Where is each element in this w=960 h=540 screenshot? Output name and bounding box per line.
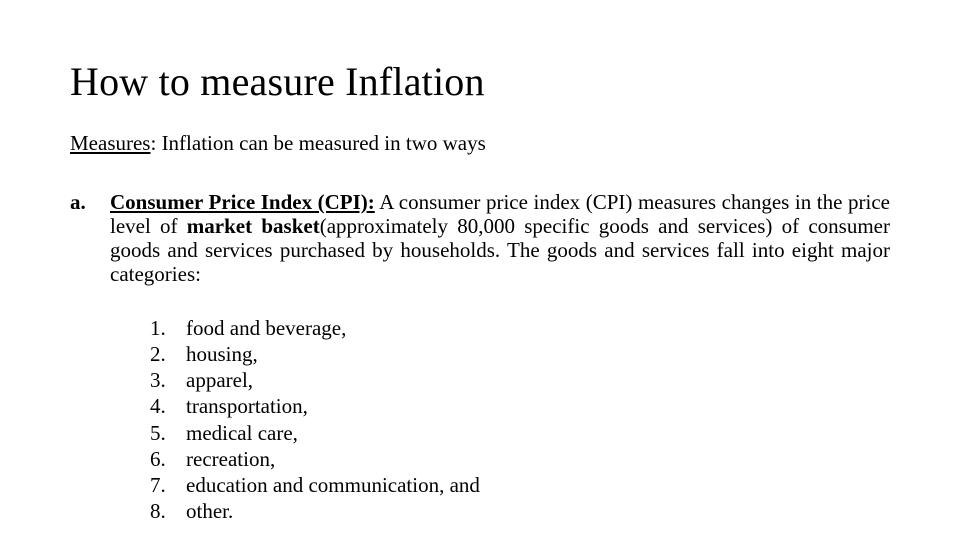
list-text: medical care, <box>186 420 890 446</box>
categories-list: 1. food and beverage, 2. housing, 3. app… <box>150 315 890 525</box>
slide-page: How to measure Inflation Measures: Infla… <box>0 0 960 525</box>
list-number: 3. <box>150 367 186 393</box>
page-title: How to measure Inflation <box>70 58 890 105</box>
list-number: 1. <box>150 315 186 341</box>
list-number: 6. <box>150 446 186 472</box>
item-body: Consumer Price Index (CPI): A consumer p… <box>110 190 890 525</box>
list-text: other. <box>186 498 890 524</box>
list-number: 4. <box>150 393 186 419</box>
list-text: education and communication, and <box>186 472 890 498</box>
list-item: 5. medical care, <box>150 420 890 446</box>
measures-text: : Inflation can be measured in two ways <box>150 131 485 155</box>
def-part2: of <box>151 214 187 238</box>
list-number: 5. <box>150 420 186 446</box>
list-item: 2. housing, <box>150 341 890 367</box>
list-item: 8. other. <box>150 498 890 524</box>
list-number: 7. <box>150 472 186 498</box>
list-text: recreation, <box>186 446 890 472</box>
list-item: 6. recreation, <box>150 446 890 472</box>
list-item: 4. transportation, <box>150 393 890 419</box>
list-text: housing, <box>186 341 890 367</box>
measures-label: Measures <box>70 131 150 155</box>
definition-text: Consumer Price Index (CPI): A consumer p… <box>110 190 890 287</box>
list-item: 1. food and beverage, <box>150 315 890 341</box>
def-part1: A consumer price index (CPI) measures ch… <box>375 190 848 214</box>
list-text: transportation, <box>186 393 890 419</box>
list-text: food and beverage, <box>186 315 890 341</box>
item-marker: a. <box>70 190 110 215</box>
list-item: 3. apparel, <box>150 367 890 393</box>
cpi-term: Consumer Price Index (CPI): <box>110 190 375 214</box>
measures-line: Measures: Inflation can be measured in t… <box>70 131 890 156</box>
market-basket-term: market basket <box>187 214 320 238</box>
list-number: 2. <box>150 341 186 367</box>
list-item: 7. education and communication, and <box>150 472 890 498</box>
list-number: 8. <box>150 498 186 524</box>
list-item-a: a. Consumer Price Index (CPI): A consume… <box>70 190 890 525</box>
list-text: apparel, <box>186 367 890 393</box>
